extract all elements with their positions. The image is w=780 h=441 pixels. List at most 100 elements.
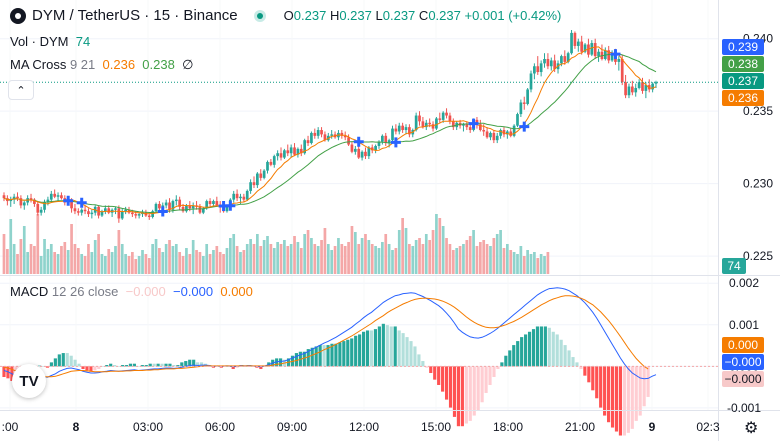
- tradingview-logo[interactable]: TV: [12, 364, 46, 398]
- macd-hist-value: −0.000: [125, 284, 166, 299]
- candle-body: [293, 147, 296, 155]
- macd-hist-bar: [231, 366, 235, 370]
- macd-hist-bar: [389, 326, 393, 367]
- volume-bar: [245, 244, 249, 274]
- volume-bar: [228, 238, 232, 274]
- macd-hist-bar: [369, 330, 374, 367]
- price-tick-label: 0.235: [743, 104, 773, 118]
- ma-fast-line: [3, 46, 657, 215]
- macd-hist-bar: [575, 362, 579, 367]
- macd-hist-bar: [397, 330, 401, 367]
- macd-hist-bar: [618, 366, 623, 436]
- candle-body: [323, 134, 327, 141]
- volume-bar: [137, 256, 141, 274]
- candle-body: [296, 148, 300, 155]
- candle-body: [512, 125, 516, 136]
- ma-cross-marker: [76, 197, 87, 208]
- macd-legend[interactable]: MACD 12 26 close −0.000 −0.000 0.000: [10, 284, 253, 299]
- macd-hist-bar: [101, 366, 105, 367]
- volume-bar: [414, 240, 418, 274]
- volume-bar: [347, 242, 350, 274]
- high-value: 0.237: [339, 8, 372, 23]
- candle-body: [506, 131, 509, 135]
- volume-bar: [29, 244, 33, 274]
- candle-body: [49, 193, 53, 200]
- volume-bar: [46, 249, 50, 274]
- gear-icon[interactable]: ⚙: [744, 420, 759, 437]
- symbol-title[interactable]: DYM / TetherUS · 15 · Binance: [32, 7, 238, 24]
- volume-bar: [293, 236, 296, 274]
- candle-body: [22, 202, 26, 206]
- volume-bar: [482, 240, 486, 274]
- candle-body: [256, 173, 259, 186]
- macd-hist-bar: [638, 366, 642, 416]
- candle-body: [397, 125, 401, 132]
- volume-bar: [100, 254, 104, 274]
- macd-hist-bar: [437, 366, 441, 385]
- candle-body: [117, 208, 121, 219]
- candle-body: [445, 112, 448, 116]
- macd-hist-bar: [314, 346, 318, 367]
- volume-bar: [462, 244, 465, 274]
- macd-tick-label: 0.002: [729, 276, 759, 290]
- volume-bar: [131, 252, 134, 274]
- candle-body: [654, 82, 658, 84]
- volume-bar: [303, 234, 307, 274]
- volume-bar: [9, 219, 13, 274]
- volume-bar: [509, 250, 513, 274]
- volume-legend[interactable]: Vol · DYM 74: [10, 34, 90, 49]
- candle-body: [424, 122, 428, 128]
- candle-body: [566, 53, 570, 62]
- price-tag-ma-fast: 0.236: [722, 90, 764, 106]
- candle-body: [418, 115, 421, 122]
- volume-bar: [90, 252, 94, 274]
- volume-bar: [492, 238, 496, 274]
- candle-body: [279, 153, 283, 158]
- candle-body: [272, 156, 276, 165]
- collapse-legend-button[interactable]: ⌃: [8, 80, 34, 100]
- candle-body: [391, 128, 394, 141]
- time-tick-label: 02:3: [696, 420, 720, 434]
- candle-body: [607, 50, 611, 61]
- volume-bar: [506, 244, 509, 274]
- candle-body: [178, 199, 182, 207]
- volume-bar: [6, 249, 9, 274]
- volume-bar: [478, 242, 482, 274]
- macd-hist-bar: [527, 331, 532, 367]
- candle-body: [590, 43, 594, 55]
- candle-body: [242, 196, 246, 200]
- time-tick-label: 21:00: [565, 420, 595, 434]
- volume-bar: [73, 244, 77, 274]
- macd-hist-bar: [97, 366, 101, 370]
- candle-body: [468, 127, 472, 131]
- candle-body: [340, 132, 344, 136]
- macd-hist-bar: [417, 354, 421, 367]
- volume-bar: [320, 240, 323, 274]
- volume-bar: [472, 230, 475, 274]
- volume-bar: [269, 244, 273, 274]
- ma-cross-legend[interactable]: MA Cross 9 21 0.236 0.238 ∅: [10, 57, 193, 73]
- time-tick-label: 18:00: [493, 420, 523, 434]
- candle-body: [120, 211, 124, 219]
- macd-hist-bar: [496, 366, 500, 370]
- macd-hist-bar: [184, 361, 188, 367]
- volume-bar: [360, 238, 364, 274]
- candle-body: [201, 208, 205, 213]
- volume-value: 74: [75, 34, 91, 49]
- candle-body: [509, 131, 513, 136]
- macd-hist-bar: [531, 329, 536, 367]
- volume-bar: [266, 236, 269, 274]
- volume-bar: [526, 250, 529, 274]
- volume-bar: [438, 218, 442, 274]
- volume-bar: [60, 246, 63, 274]
- volume-bar: [36, 214, 40, 274]
- price-tick-label: 0.225: [743, 249, 773, 263]
- candle-body: [620, 58, 624, 83]
- candle-body: [151, 211, 154, 218]
- time-axis[interactable]: :00 8 03:00 06:00 09:00 12:00 15:00 18:00 21:00 9…: [2, 420, 720, 434]
- candle-body: [593, 43, 597, 57]
- volume-bar: [435, 214, 438, 274]
- macd-params: 12 26 close: [51, 284, 119, 299]
